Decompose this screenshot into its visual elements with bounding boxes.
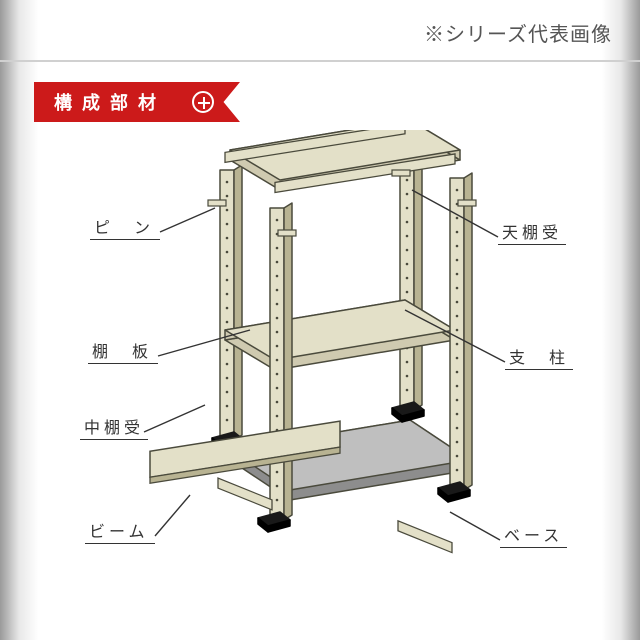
callout-tanaita: 棚 板 xyxy=(88,338,158,364)
ribbon-label: 構成部材 xyxy=(54,89,166,115)
callout-pin: ピ ン xyxy=(90,214,160,240)
callout-base: ベース xyxy=(500,522,567,548)
callout-beam: ビーム xyxy=(85,518,155,544)
callout-shichu: 支 柱 xyxy=(505,344,573,370)
top-divider xyxy=(0,60,640,62)
section-ribbon: 構成部材 xyxy=(34,82,240,122)
plus-circle-icon xyxy=(192,91,214,113)
diagram-stage: ピ ン 天棚受棚 板 支 柱中棚受ビーム ベース xyxy=(0,130,640,640)
callout-nakauke: 中棚受 xyxy=(80,414,148,440)
series-caption: ※シリーズ代表画像 xyxy=(424,18,612,47)
shelf-exploded-diagram xyxy=(0,130,640,640)
callout-tenshelf: 天棚受 xyxy=(498,219,566,245)
